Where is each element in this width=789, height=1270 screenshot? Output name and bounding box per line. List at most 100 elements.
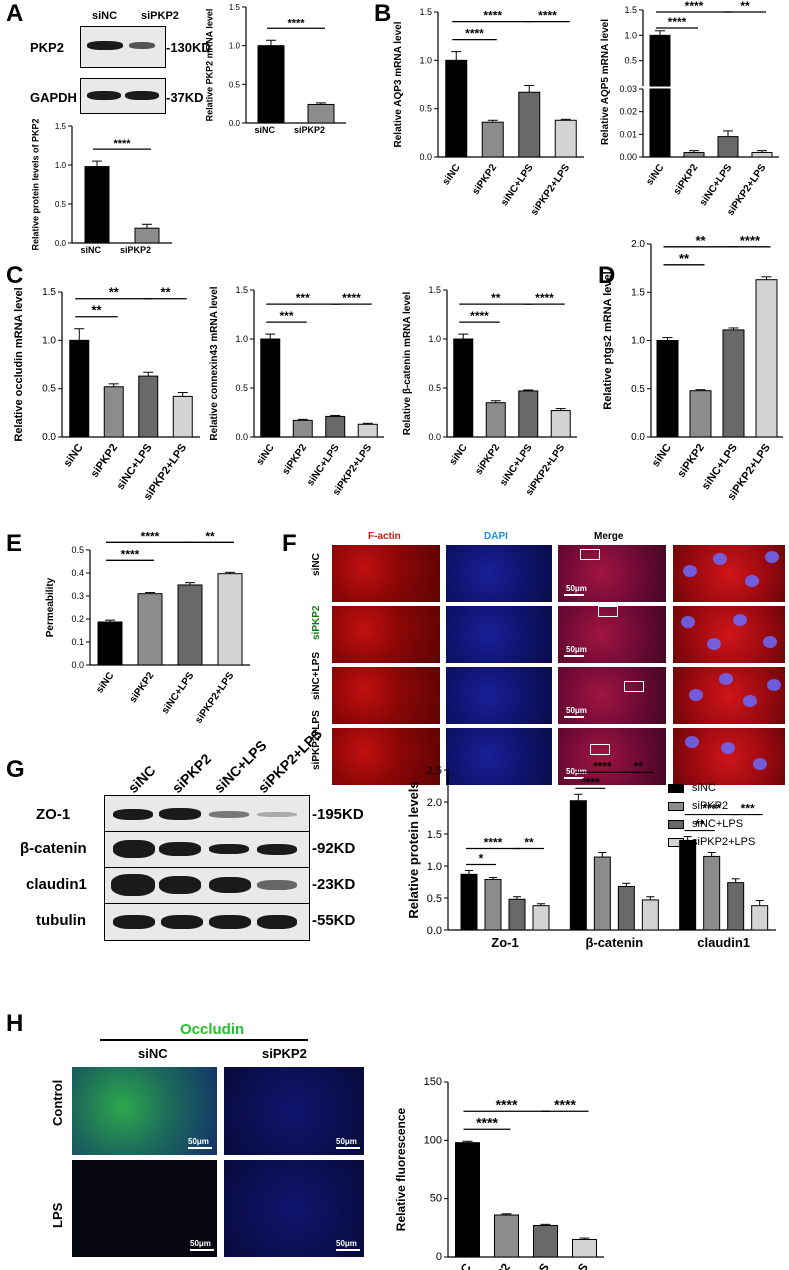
E-permeability-sig-label-1: **** — [141, 529, 160, 543]
C-occludin-tick-label: 1.5 — [42, 287, 56, 298]
wb-protein-zo1: ZO-1 — [36, 806, 71, 823]
micrograph-merge-2: 50μm — [558, 606, 666, 663]
B-aqp3-tick-label: 1.5 — [419, 7, 432, 17]
E-permeability-bar-1 — [137, 593, 163, 666]
C-bcatenin-bar-2 — [518, 390, 539, 438]
E-permeability-tick-label: 0.2 — [71, 614, 84, 624]
panel-letter-a: A — [6, 0, 24, 27]
C-connexin43-category-label-2: siNC+LPS — [305, 442, 342, 488]
A-mrna-tick-label: 1.0 — [229, 42, 241, 51]
micrograph-merge-3: 50μm — [558, 667, 666, 724]
B-aqp5-bar-2 — [717, 136, 739, 158]
A-protein-tick-label: 0.0 — [55, 239, 67, 248]
G-protein-sig-label-0-0: * — [479, 851, 484, 865]
C-bcatenin-category-label-2: siNC+LPS — [498, 442, 535, 488]
C-bcatenin-tick-label: 0.5 — [428, 383, 441, 393]
B-aqp5-sig-label-1: **** — [685, 0, 704, 13]
B-aqp5-tick-label: 0.00 — [619, 152, 637, 162]
panel-letter-f: F — [282, 530, 297, 557]
H-fluorescence-tick-label: 150 — [424, 1076, 442, 1088]
G-protein-tick-label: 2.5 — [427, 765, 442, 777]
panel-h-title-rule — [100, 1039, 308, 1041]
wb-protein-pkp2: PKP2 — [30, 40, 64, 55]
G-protein-sig-label-2-0: ** — [695, 818, 705, 832]
B-aqp5-tick-label: 0.03 — [619, 84, 637, 94]
B-aqp3-category-label-0: siNC — [441, 162, 463, 187]
G-protein-bar-0-1 — [484, 878, 502, 931]
C-connexin43-bar-0 — [260, 338, 281, 438]
H-fluorescence-ylabel: Relative fluorescence — [394, 1107, 408, 1231]
C-connexin43-tick-label: 0.0 — [235, 432, 248, 442]
B-aqp5-category-label-0: siNC — [644, 162, 666, 187]
panel-letter-e: E — [6, 530, 23, 557]
B-aqp5-bar-0-upper — [649, 34, 671, 87]
micrograph-zoom-4 — [673, 728, 785, 785]
H-fluorescence-tick-label: 100 — [424, 1134, 442, 1146]
legend-item-1: siNC — [668, 782, 716, 794]
B-aqp5-bar-1 — [683, 151, 705, 158]
B-aqp5-tick-label: 0.02 — [619, 107, 637, 117]
wb-box-bcatenin — [104, 831, 310, 869]
micrograph-occludin-sinc-control: 50μm — [72, 1067, 217, 1155]
B-aqp5-bar-0-lower — [649, 88, 671, 158]
C-connexin43-sig-label-0: *** — [279, 309, 293, 323]
panel-letter-g: G — [6, 756, 25, 783]
C-bcatenin-tick-label: 1.5 — [428, 285, 441, 295]
E-permeability-ylabel: Permeability — [45, 577, 56, 637]
A-protein-sig-label-0: **** — [113, 138, 131, 150]
D-ptgs2-tick-label: 0.0 — [631, 432, 645, 443]
B-aqp3-bar-2 — [518, 91, 541, 158]
G-protein-sig-label-2-1: **** — [702, 802, 721, 816]
B-aqp3-sig-label-2: **** — [538, 9, 557, 23]
G-protein-category-label-1: β-catenin — [585, 935, 643, 950]
C-connexin43-category-label-1: siPKP2 — [280, 442, 309, 477]
micrograph-dapi-1 — [446, 545, 552, 602]
C-bcatenin-sig-label-0: **** — [470, 309, 489, 323]
C-occludin-tick-label: 0.0 — [42, 432, 56, 443]
C-bcatenin-bar-3 — [550, 410, 571, 438]
wb-protein-bcatenin: β-catenin — [20, 840, 87, 857]
A-mrna-ylabel: Relative PKP2 mRNA level — [204, 9, 214, 122]
E-permeability-tick-label: 0.3 — [71, 591, 84, 601]
B-aqp5-tick-label: 0.01 — [619, 129, 637, 139]
C-occludin-bar-2 — [138, 375, 159, 438]
lane-label-sinc: siNC — [92, 10, 118, 22]
H-fluorescence-sig-label-1: **** — [496, 1096, 518, 1112]
B-aqp3-ylabel: Relative AQP3 mRNA level — [393, 21, 404, 147]
micrograph-factin-4 — [332, 728, 440, 785]
wb-protein-gapdh: GAPDH — [30, 90, 77, 105]
B-aqp3-tick-label: 0.5 — [419, 104, 432, 114]
C-connexin43-sig-label-2: **** — [342, 291, 361, 305]
C-connexin43-tick-label: 1.5 — [235, 285, 248, 295]
lane-label-sipkp2: siPKP2 — [141, 10, 179, 22]
H-fluorescence-category-label-1: siPKP2 — [478, 1260, 513, 1270]
E-permeability-sig-label-2: ** — [205, 529, 215, 543]
B-aqp3-bar-0 — [445, 59, 468, 158]
G-protein-bar-1-0 — [569, 800, 587, 931]
G-protein-tick-label: 0.0 — [427, 925, 442, 937]
G-protein-sig-label-1-0: **** — [581, 775, 600, 789]
C-occludin-bar-0 — [69, 339, 90, 438]
C-bcatenin-sig-label-1: ** — [491, 291, 501, 305]
legend-item-2: siPKP2 — [668, 800, 728, 812]
wb-kd-claudin1: -23KD — [312, 876, 356, 893]
G-protein-tick-label: 0.5 — [427, 893, 442, 905]
H-fluorescence-bar-1 — [494, 1214, 519, 1258]
micrograph-occludin-sipkp2-control: 50μm — [224, 1067, 364, 1155]
G-protein-bar-0-0 — [460, 873, 478, 931]
E-permeability-tick-label: 0.4 — [71, 568, 84, 578]
C-occludin-category-label-0: siNC — [62, 442, 86, 469]
G-protein-bar-2-1 — [703, 855, 721, 931]
G-protein-bar-1-2 — [617, 885, 635, 931]
B-aqp5-bar-3 — [751, 151, 773, 158]
B-aqp3-sig-label-0: **** — [465, 27, 484, 41]
E-permeability-tick-label: 0.0 — [71, 660, 84, 670]
B-aqp3-category-label-2: siNC+LPS — [499, 162, 536, 208]
A-protein-tick-label: 1.5 — [55, 122, 67, 131]
A-protein-bar-1 — [134, 227, 160, 244]
micrograph-merge-1: 50μm — [558, 545, 666, 602]
A-mrna-tick-label: 0.5 — [229, 80, 241, 89]
B-aqp3-tick-label: 1.0 — [419, 55, 432, 65]
D-ptgs2-bar-0 — [656, 340, 679, 438]
C-occludin-tick-label: 1.0 — [42, 335, 56, 346]
